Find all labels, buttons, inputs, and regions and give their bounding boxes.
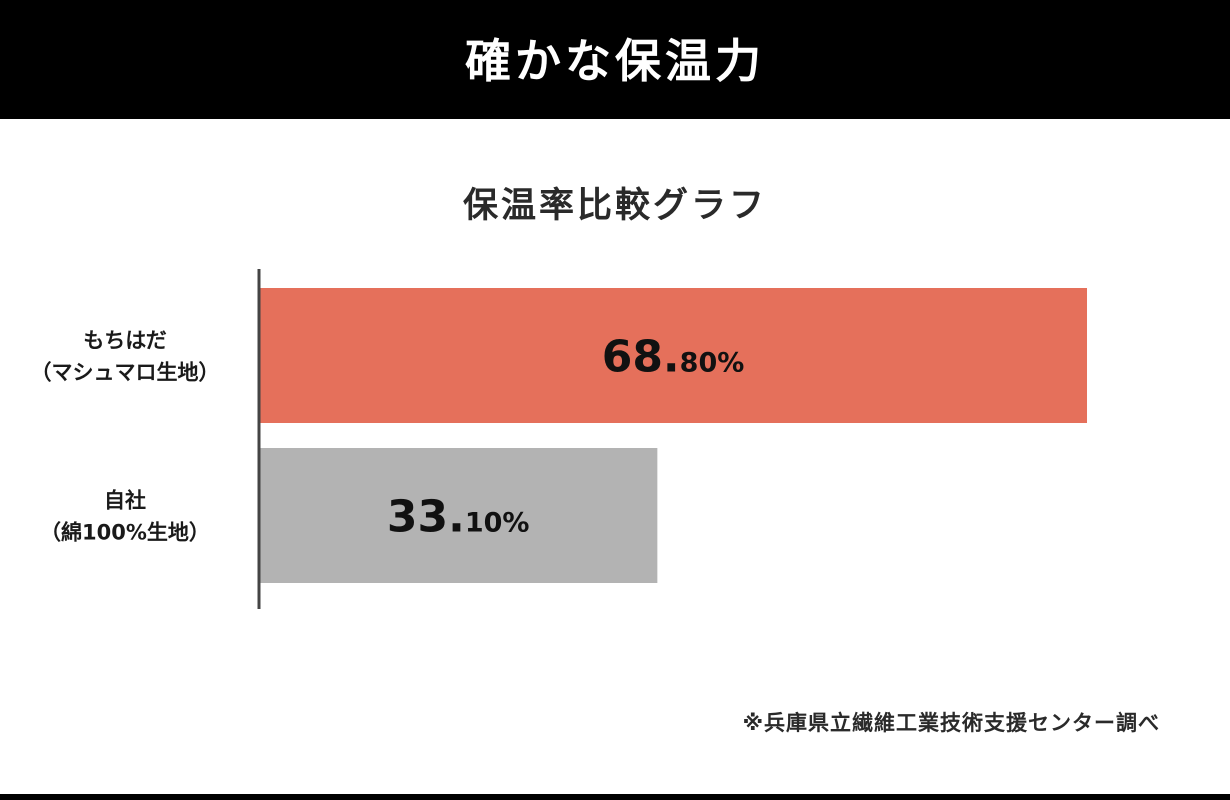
bar-2 bbox=[259, 448, 658, 583]
value-integer: 68. bbox=[602, 332, 680, 383]
chart-panel: 保温率比較グラフ 68.80% もちはだ （マシュマロ生地） 33.10% 自社 （綿10… bbox=[0, 119, 1230, 794]
value-integer: 33. bbox=[387, 492, 465, 543]
value-decimal: 80% bbox=[680, 348, 745, 379]
bar-value-label-1: 68.80% bbox=[602, 332, 745, 383]
bar-1 bbox=[259, 288, 1088, 423]
bar-value-label-2: 33.10% bbox=[387, 492, 530, 543]
category-label-1-line2: （マシュマロ生地） bbox=[31, 361, 220, 385]
bar-chart: 68.80% もちはだ （マシュマロ生地） 33.10% 自社 （綿100%生地） bbox=[31, 269, 1088, 609]
value-decimal: 10% bbox=[465, 508, 530, 539]
category-label-2-line2: （綿100%生地） bbox=[40, 521, 210, 545]
page-title: 確かな保温力 bbox=[465, 34, 765, 88]
header-bar: 確かな保温力 bbox=[0, 0, 1230, 116]
chart-title: 保温率比較グラフ bbox=[462, 186, 767, 226]
source-footnote: ※兵庫県立繊維工業技術支援センター調べ bbox=[742, 711, 1160, 735]
category-label-1-line1: もちはだ bbox=[83, 329, 167, 353]
category-label-2-line1: 自社 bbox=[104, 489, 146, 513]
